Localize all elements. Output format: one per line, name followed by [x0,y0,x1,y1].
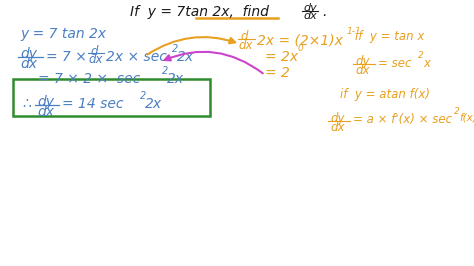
Text: 2: 2 [140,91,146,101]
FancyBboxPatch shape [13,79,210,116]
Text: = 7 ×: = 7 × [46,50,87,64]
Text: = sec: = sec [378,57,411,70]
Text: dx: dx [238,39,253,52]
Text: dx: dx [330,121,345,134]
Text: y = 7 tan 2x: y = 7 tan 2x [20,27,106,41]
Text: dx: dx [355,64,370,77]
Text: 2x: 2x [167,72,184,86]
Text: = 7 × 2 ×  sec: = 7 × 2 × sec [38,72,140,86]
Text: 2x: 2x [145,97,162,111]
Text: d: d [90,45,98,58]
Text: = 2x: = 2x [265,50,298,64]
Text: .: . [322,5,327,19]
Text: dy: dy [20,47,37,61]
Text: 0: 0 [298,44,304,53]
Text: f(x): f(x) [459,113,474,123]
Text: = 14 sec: = 14 sec [62,97,124,111]
Text: dx: dx [20,57,37,71]
Text: 2x × sec: 2x × sec [106,50,167,64]
Text: x: x [423,57,430,70]
Text: dx: dx [37,105,54,119]
Text: dx: dx [303,11,317,21]
Text: = a × f'(x) × sec: = a × f'(x) × sec [353,113,452,126]
Text: = 2: = 2 [265,66,290,80]
Text: dy: dy [37,95,54,109]
Text: if  y = tan x: if y = tan x [355,30,424,43]
Text: 1-1: 1-1 [347,27,362,36]
Text: dy: dy [303,3,317,13]
Text: 2: 2 [418,51,424,60]
Text: 2x: 2x [177,50,194,64]
Text: 2: 2 [172,44,178,54]
Text: 2: 2 [162,66,168,76]
Text: dy: dy [330,112,345,125]
Text: If  y = 7tan 2x,  find: If y = 7tan 2x, find [130,5,269,19]
Text: d: d [240,30,247,43]
Text: if  y = atan f(x): if y = atan f(x) [340,88,430,101]
Text: 2x = (2×1)x: 2x = (2×1)x [257,33,343,47]
Text: 2: 2 [454,107,460,116]
Text: ∴: ∴ [22,97,31,111]
Text: dy: dy [355,55,370,68]
Text: dx: dx [88,53,102,66]
